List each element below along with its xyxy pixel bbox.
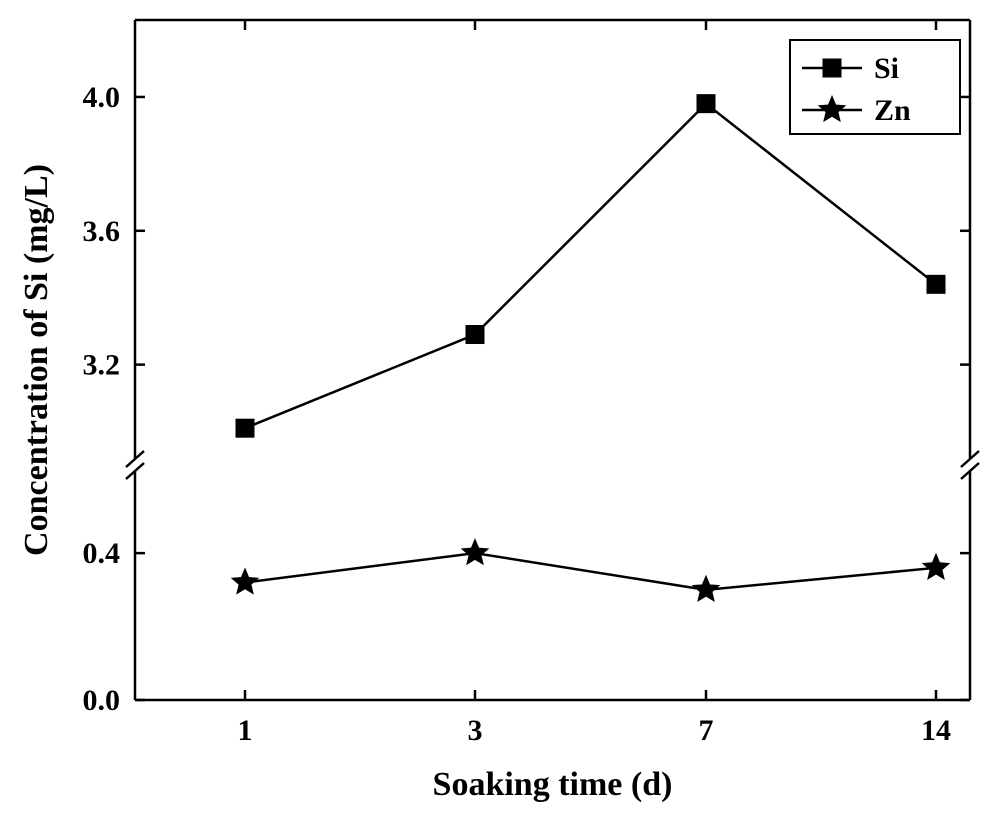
x-axis-label: Soaking time (d) xyxy=(433,766,673,803)
y-tick-label: 0.4 xyxy=(83,537,121,570)
y-tick-label: 4.0 xyxy=(83,81,121,114)
x-tick-label: 7 xyxy=(699,714,714,747)
y-tick-label: 3.6 xyxy=(83,215,121,248)
y-tick-label: 3.2 xyxy=(83,349,121,382)
legend-label-zn: Zn xyxy=(874,94,911,127)
y-axis-label: Concentration of Si (mg/L) xyxy=(18,164,55,556)
legend: Si Zn xyxy=(790,40,960,134)
legend-label-si: Si xyxy=(874,52,899,85)
x-tick-label: 1 xyxy=(238,714,253,747)
concentration-chart: 1 3 7 14 0.0 0.4 3.2 3.6 4.0 Soaking time (d) Conc… xyxy=(0,0,1000,817)
y-tick-label: 0.0 xyxy=(83,684,121,717)
x-tick-label: 3 xyxy=(468,714,483,747)
x-tick-label: 14 xyxy=(921,714,951,747)
